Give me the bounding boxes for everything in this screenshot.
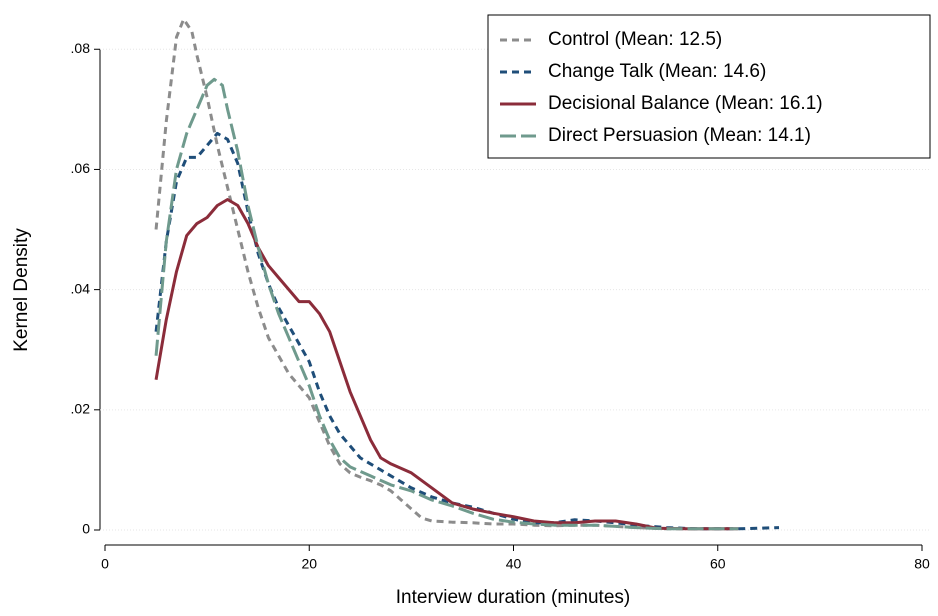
legend-label: Direct Persuasion (Mean: 14.1) bbox=[548, 125, 811, 146]
legend-label: Control (Mean: 12.5) bbox=[548, 29, 722, 50]
y-tick-label: .04 bbox=[71, 280, 91, 296]
y-axis-title: Kernel Density bbox=[11, 228, 32, 352]
y-tick-label: .06 bbox=[71, 160, 91, 176]
series-line bbox=[154, 197, 739, 531]
x-tick-label: 0 bbox=[101, 556, 109, 572]
series-line bbox=[154, 77, 739, 531]
series-line bbox=[154, 17, 728, 531]
legend-box bbox=[487, 14, 931, 159]
y-tick-label: 0 bbox=[82, 521, 90, 537]
x-tick-label: 40 bbox=[506, 556, 522, 572]
legend-label: Change Talk (Mean: 14.6) bbox=[548, 61, 766, 82]
x-tick-label: 80 bbox=[914, 556, 930, 572]
x-axis-title: Interview duration (minutes) bbox=[396, 587, 630, 608]
x-tick-label: 60 bbox=[710, 556, 726, 572]
x-tick-label: 20 bbox=[301, 556, 317, 572]
legend-label: Decisional Balance (Mean: 16.1) bbox=[548, 93, 823, 114]
y-tick-label: .08 bbox=[71, 40, 91, 56]
y-tick-label: .02 bbox=[71, 401, 91, 417]
legend: Control (Mean: 12.5) Change Talk (Mean: 1… bbox=[487, 14, 931, 159]
series-line bbox=[154, 131, 780, 531]
